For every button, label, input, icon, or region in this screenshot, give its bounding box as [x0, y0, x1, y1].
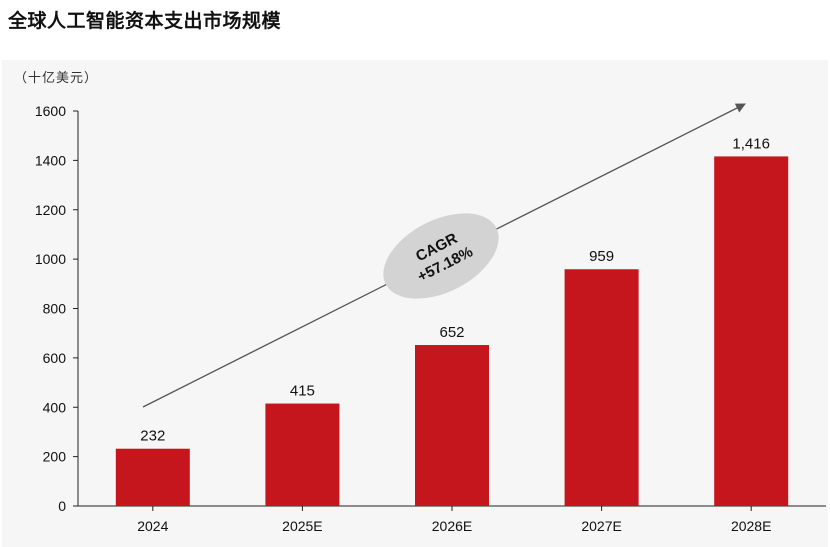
bar	[564, 269, 639, 506]
y-tick-label: 600	[43, 350, 67, 366]
y-tick-label: 1200	[35, 202, 66, 218]
page-title: 全球人工智能资本支出市场规模	[8, 10, 282, 32]
bar	[415, 345, 489, 506]
y-tick-label: 800	[43, 301, 67, 317]
y-tick-label: 0	[58, 498, 66, 514]
bar	[714, 156, 789, 507]
y-tick-label: 400	[43, 399, 67, 415]
bar-value-label: 652	[439, 324, 464, 341]
y-tick-label: 1600	[35, 103, 66, 119]
cagr-annotation: CAGR+57.18%	[383, 213, 499, 299]
bar	[115, 448, 190, 506]
bar-value-label: 959	[589, 248, 614, 265]
bar-value-label: 415	[290, 383, 315, 400]
bar	[265, 403, 340, 506]
x-tick-label: 2028E	[731, 518, 771, 534]
y-tick-label: 200	[43, 449, 67, 465]
x-tick-label: 2025E	[282, 518, 322, 534]
bar-value-label: 1,416	[732, 135, 770, 152]
x-tick-label: 2027E	[581, 518, 621, 534]
y-tick-label: 1000	[35, 251, 66, 267]
y-axis-unit: （十亿美元）	[14, 71, 99, 86]
bar-value-label: 232	[140, 428, 165, 445]
x-tick-label: 2026E	[432, 518, 472, 534]
cagr-ellipse	[383, 213, 499, 299]
x-tick-label: 2024	[137, 518, 168, 534]
y-tick-label: 1400	[35, 152, 66, 168]
